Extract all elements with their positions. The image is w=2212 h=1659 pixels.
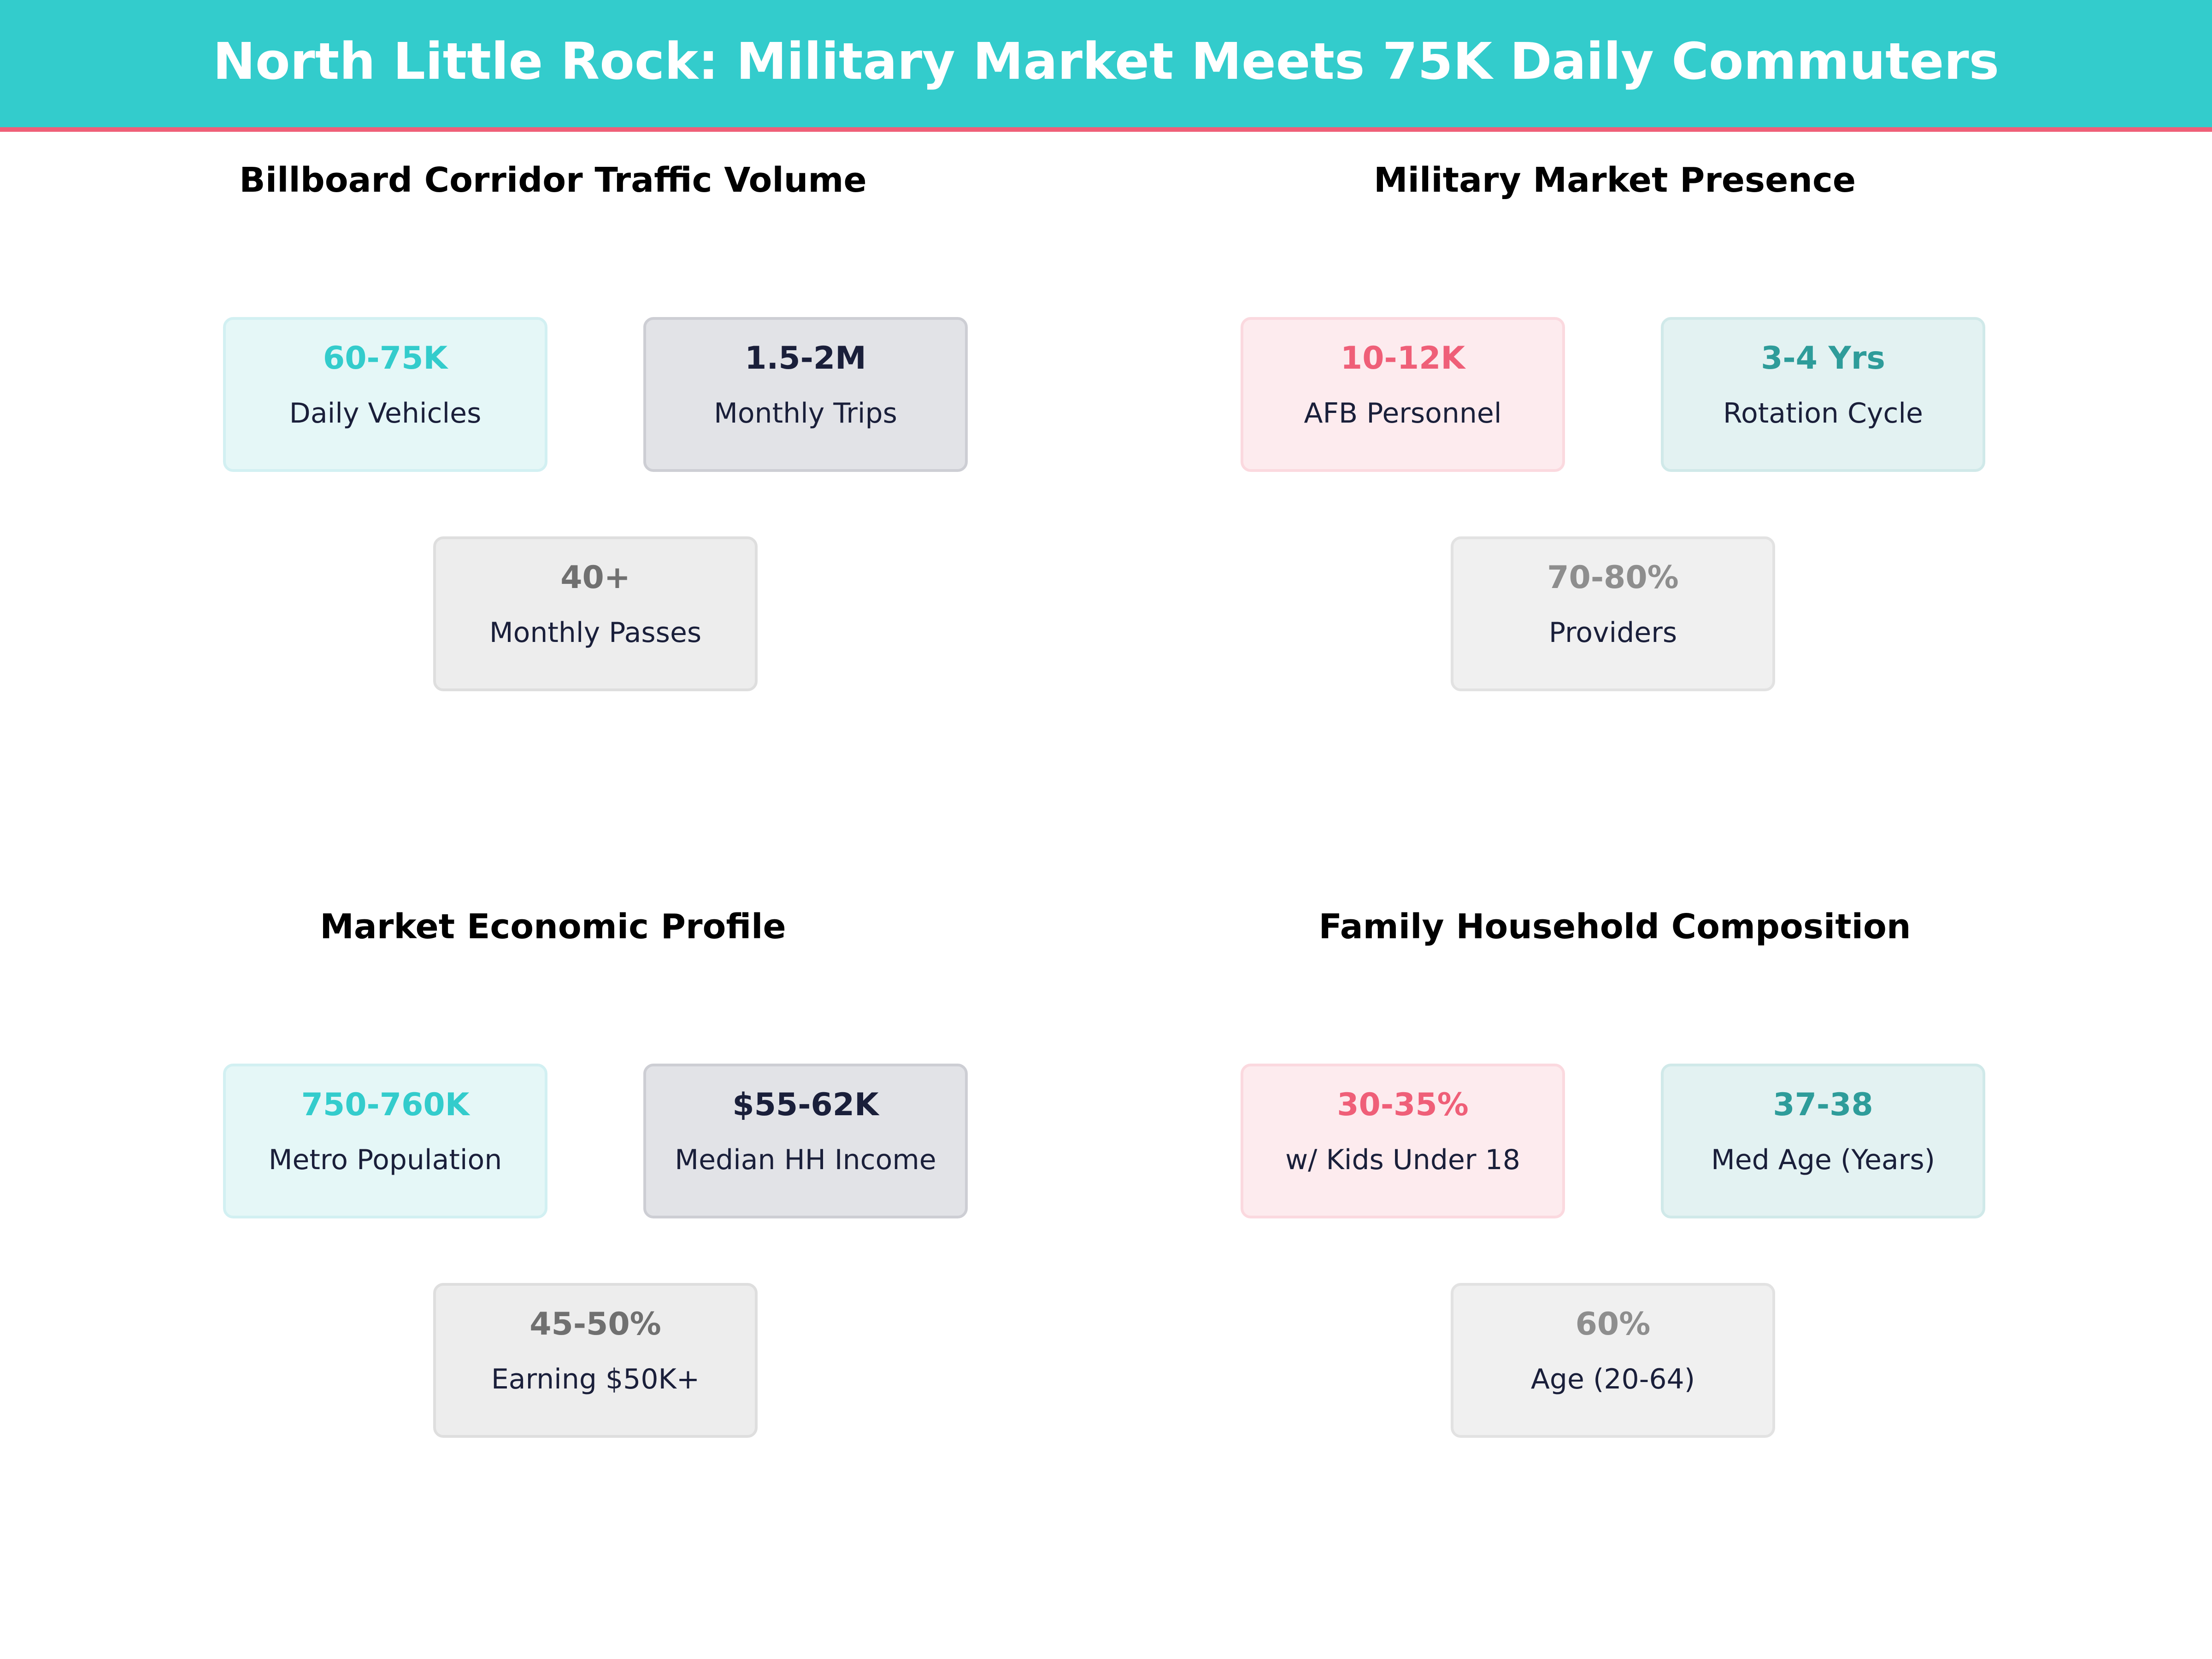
metric-card-kids-under-18: 30-35% w/ Kids Under 18 [1241,1064,1565,1218]
metric-label: Daily Vehicles [289,397,482,429]
metric-label: Metro Population [268,1144,502,1176]
metric-card-monthly-passes: 40+ Monthly Passes [433,536,758,691]
metric-card-metro-population: 750-760K Metro Population [223,1064,547,1218]
metric-card-age-20-64: 60% Age (20-64) [1451,1283,1775,1438]
panel-title: Billboard Corridor Traffic Volume [239,160,867,200]
panel-title: Family Household Composition [1318,907,1911,947]
metric-card-median-age: 37-38 Med Age (Years) [1661,1064,1985,1218]
metric-card-median-income: $55-62K Median HH Income [643,1064,968,1218]
panel-title: Military Market Presence [1373,160,1856,200]
metric-card-rotation-cycle: 3-4 Yrs Rotation Cycle [1661,317,1985,472]
metric-value: 1.5-2M [745,340,866,377]
panel-title: Market Economic Profile [320,907,786,947]
page-title: North Little Rock: Military Market Meets… [212,32,2000,91]
metric-card-providers: 70-80% Providers [1451,536,1775,691]
metric-card-monthly-trips: 1.5-2M Monthly Trips [643,317,968,472]
metric-label: AFB Personnel [1304,397,1502,429]
metric-card-afb-personnel: 10-12K AFB Personnel [1241,317,1565,472]
metric-value: 3-4 Yrs [1761,340,1885,377]
panel-economic-profile: Market Economic Profile 750-760K Metro P… [0,874,1106,1620]
metric-label: w/ Kids Under 18 [1285,1144,1520,1176]
metric-label: Age (20-64) [1530,1363,1695,1395]
metric-card-daily-vehicles: 60-75K Daily Vehicles [223,317,547,472]
metric-label: Earning $50K+ [491,1363,700,1395]
metric-value: 60% [1575,1306,1651,1342]
metric-label: Rotation Cycle [1723,397,1923,429]
metric-card-earning-50k: 45-50% Earning $50K+ [433,1283,758,1438]
metric-label: Monthly Trips [714,397,897,429]
metric-value: 70-80% [1547,559,1679,596]
metric-label: Median HH Income [675,1144,936,1176]
metric-value: 40+ [560,559,630,596]
panel-household-composition: Family Household Composition 30-35% w/ K… [1106,874,2212,1620]
panel-military-presence: Military Market Presence 10-12K AFB Pers… [1106,127,2212,874]
metric-value: 10-12K [1340,340,1465,377]
panel-traffic-volume: Billboard Corridor Traffic Volume 60-75K… [0,127,1106,874]
metric-value: 37-38 [1773,1087,1873,1123]
metric-value: 30-35% [1337,1087,1469,1123]
metric-label: Providers [1548,617,1677,649]
metric-label: Med Age (Years) [1711,1144,1936,1176]
header-banner: North Little Rock: Military Market Meets… [0,0,2212,132]
metric-value: $55-62K [732,1087,879,1123]
metric-value: 60-75K [323,340,448,377]
metric-value: 750-760K [301,1087,470,1123]
metric-value: 45-50% [529,1306,661,1342]
metric-label: Monthly Passes [489,617,702,649]
